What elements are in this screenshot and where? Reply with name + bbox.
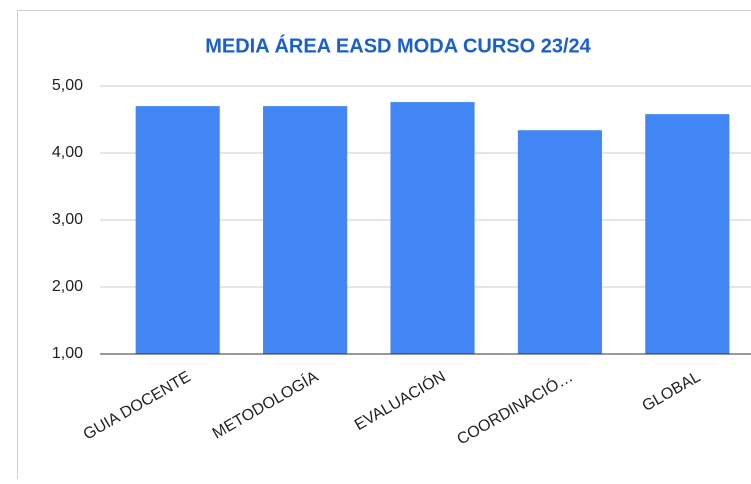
y-tick-label: 3,00 <box>52 211 83 228</box>
chart-title: MEDIA ÁREA EASD MODA CURSO 23/24 <box>205 34 591 57</box>
bar <box>390 102 474 354</box>
y-tick-label: 5,00 <box>52 77 83 94</box>
bar <box>136 106 220 354</box>
y-tick-label: 2,00 <box>52 278 83 295</box>
y-tick-label: 1,00 <box>52 345 83 362</box>
bar <box>518 130 602 354</box>
bar <box>645 114 729 354</box>
bar <box>263 106 347 354</box>
y-tick-label: 4,00 <box>52 144 83 161</box>
